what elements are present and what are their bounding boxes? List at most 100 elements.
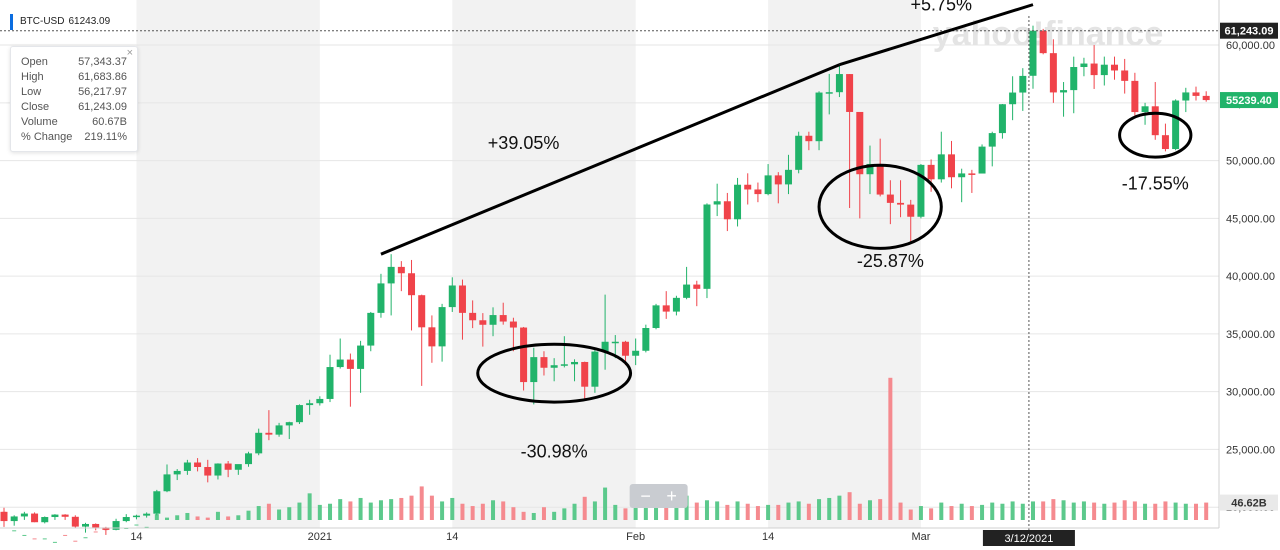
candle-body: [306, 403, 314, 406]
candle-body: [357, 345, 365, 369]
yahoo-finance-watermark: yahoo!finance: [933, 15, 1163, 53]
volume-bar: [1173, 502, 1178, 520]
price-tag-label: 61,243.09: [1225, 26, 1274, 38]
candle-body: [988, 133, 996, 147]
volume-bar: [368, 502, 373, 520]
x-tick-label: 14: [762, 531, 774, 543]
candle-body: [204, 466, 212, 476]
volume-bar: [185, 512, 190, 520]
volume-bar: [878, 499, 883, 520]
volume-bar: [1081, 501, 1086, 520]
volume-bar: [1194, 503, 1198, 520]
volume-bar: [144, 526, 149, 528]
drawdown-ellipse: [1118, 111, 1193, 159]
zoom-in-button[interactable]: +: [666, 486, 677, 506]
candle-body: [112, 521, 120, 530]
candle-body: [1182, 92, 1190, 101]
percent-annotation: -17.55%: [1122, 173, 1189, 193]
candle-body: [703, 204, 711, 289]
candle-body: [683, 284, 691, 298]
volume-bar: [521, 511, 526, 520]
percent-annotation: -25.87%: [857, 251, 924, 271]
candle-body: [958, 173, 966, 178]
volume-bar: [297, 502, 302, 520]
volume-bar: [582, 496, 587, 520]
candle-body: [499, 315, 507, 322]
candle-body: [509, 321, 517, 328]
candle-body: [642, 328, 650, 351]
candle-body: [224, 463, 232, 470]
candle-body: [825, 92, 833, 94]
volume-bar: [654, 504, 659, 520]
volume-bar: [603, 487, 608, 520]
candle-body: [784, 169, 792, 185]
candle-body: [876, 163, 884, 195]
candle-body: [723, 201, 731, 220]
volume-bar: [440, 501, 445, 520]
volume-bar: [389, 499, 394, 520]
candle-body: [978, 146, 986, 174]
volume-bar: [1041, 501, 1046, 520]
x-tick-label: 2021: [308, 531, 332, 543]
volume-bar: [32, 538, 37, 540]
volume-bar: [552, 511, 557, 520]
candle-body: [367, 312, 375, 346]
volume-bar: [1183, 503, 1188, 520]
time-band-shade: [768, 0, 921, 528]
tooltip-close-icon[interactable]: ×: [126, 47, 133, 59]
volume-bar: [827, 497, 832, 520]
candle-body: [31, 513, 39, 523]
tooltip-value: 57,343.37: [78, 56, 127, 68]
candle-body: [795, 135, 803, 170]
candle-body: [846, 74, 854, 112]
volume-bar: [715, 501, 720, 520]
zoom-out-button[interactable]: −: [640, 486, 651, 506]
candle-body: [418, 295, 426, 328]
candle-body: [295, 405, 303, 423]
volume-bar: [592, 501, 597, 520]
volume-bar: [1204, 502, 1209, 520]
candle-body: [51, 514, 59, 518]
ticker-price: 61243.09: [68, 16, 111, 27]
tooltip-label: Close: [21, 101, 50, 113]
x-tick-label: Mar: [911, 531, 930, 543]
volume-bar: [22, 534, 27, 536]
tooltip-value: 219.11%: [84, 131, 127, 143]
candle-body: [520, 327, 528, 383]
volume-bar: [205, 517, 210, 520]
volume-bar: [480, 503, 485, 520]
candle-body: [132, 515, 140, 518]
candle-body: [1019, 75, 1027, 93]
candle-body: [815, 92, 823, 142]
candle-body: [998, 104, 1006, 134]
volume-bar: [1071, 502, 1076, 520]
candle-body: [194, 462, 202, 467]
candle-body: [968, 173, 976, 175]
candle-body: [917, 164, 925, 217]
candle-body: [469, 312, 477, 321]
volume-bar: [531, 512, 536, 520]
candle-body: [71, 516, 79, 527]
volume-bar: [1122, 500, 1127, 520]
candle-body: [1131, 80, 1139, 113]
candle-body: [897, 202, 905, 205]
candle-body: [214, 463, 222, 476]
volume-bar: [460, 503, 465, 520]
y-tick-label: 35,000.00: [1226, 329, 1275, 341]
volume-bar: [1010, 501, 1015, 520]
volume-bar: [959, 503, 964, 520]
volume-bar: [307, 493, 312, 520]
candle-body: [581, 361, 589, 387]
volume-bar: [256, 506, 261, 520]
volume-bar: [1112, 502, 1117, 520]
volume-bar: [175, 515, 180, 520]
drawdown-ellipse: [817, 163, 943, 250]
crosshair-date-label: 3/12/2021: [1004, 533, 1053, 545]
candle-body: [285, 422, 293, 426]
volume-bar: [52, 541, 57, 543]
x-tick-label: 14: [130, 531, 142, 543]
tooltip-value: 61,683.86: [78, 71, 127, 83]
x-tick-label: 14: [446, 531, 458, 543]
candle-body: [560, 364, 568, 366]
